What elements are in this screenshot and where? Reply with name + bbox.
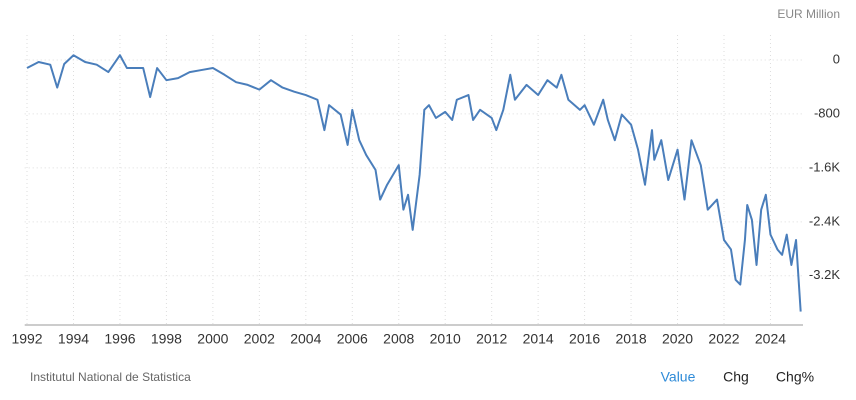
x-tick-label: 2018	[615, 331, 646, 347]
y-tick-label: -2.4K	[809, 213, 840, 228]
unit-label: EUR Million	[777, 7, 840, 21]
x-tick-label: 2024	[755, 331, 786, 347]
y-tick-label: -1.6K	[809, 159, 840, 174]
x-tick-label: 2016	[569, 331, 600, 347]
x-tick-label: 2000	[197, 331, 228, 347]
x-tick-label: 2002	[244, 331, 275, 347]
x-tick-label: 2014	[523, 331, 554, 347]
value-button[interactable]: Value	[661, 369, 696, 385]
x-tick-label: 1992	[11, 331, 42, 347]
series-line	[26, 54, 802, 312]
x-tick-label: 1998	[151, 331, 182, 347]
y-tick-label: -3.2K	[809, 267, 840, 282]
source: Institutul National de Statistica	[30, 370, 191, 384]
x-tick-label: 2022	[708, 331, 739, 347]
x-tick-label: 2010	[430, 331, 461, 347]
chgpct-button[interactable]: Chg%	[776, 369, 814, 385]
x-tick-label: 2008	[383, 331, 414, 347]
y-tick-label: -800	[814, 105, 840, 120]
y-tick-label: 0	[833, 51, 840, 66]
x-tick-label: 2004	[290, 331, 321, 347]
x-tick-label: 2006	[337, 331, 368, 347]
x-tick-label: 1994	[58, 331, 89, 347]
x-tick-label: 2012	[476, 331, 507, 347]
x-tick-label: 2020	[662, 331, 693, 347]
x-tick-label: 1996	[104, 331, 135, 347]
chg-button[interactable]: Chg	[723, 369, 749, 385]
